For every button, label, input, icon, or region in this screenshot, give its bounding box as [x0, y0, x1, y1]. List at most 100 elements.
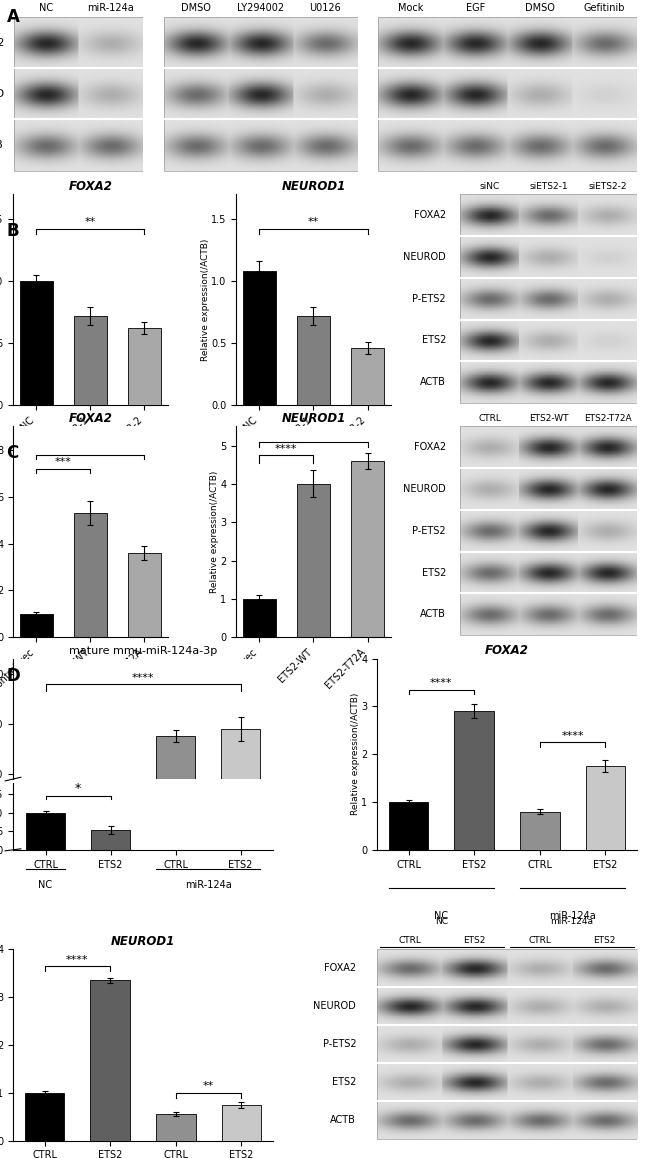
Y-axis label: Relative expression(/ACTB): Relative expression(/ACTB) [350, 692, 359, 815]
Bar [222, 1105, 261, 1141]
Title: FOXA2: FOXA2 [485, 644, 529, 658]
Text: FOXA2: FOXA2 [0, 38, 4, 47]
Bar [164, 17, 358, 68]
Text: U0126: U0126 [309, 3, 341, 13]
Text: ****: **** [66, 954, 88, 965]
Bar [20, 614, 53, 637]
Text: *: * [75, 782, 81, 796]
Text: FOXA2: FOXA2 [414, 442, 446, 453]
Text: NEUROD: NEUROD [403, 252, 446, 262]
Bar [156, 735, 195, 874]
Text: NEUROD: NEUROD [0, 89, 4, 98]
Bar [460, 236, 637, 278]
Title: NEUROD1: NEUROD1 [281, 181, 346, 193]
Title: FOXA2: FOXA2 [68, 412, 112, 425]
Text: NEUROD: NEUROD [403, 484, 446, 494]
Text: ETS2: ETS2 [463, 936, 486, 945]
Bar [74, 513, 107, 637]
Title: mature mmu-miR-124a-3p: mature mmu-miR-124a-3p [69, 646, 217, 657]
Text: D: D [6, 667, 20, 686]
Bar [377, 950, 637, 987]
Text: NEUROD: NEUROD [313, 1002, 356, 1011]
Text: NC: NC [40, 3, 53, 13]
Text: **: ** [84, 218, 96, 227]
Text: Mock: Mock [398, 3, 423, 13]
Text: P-ETS2: P-ETS2 [413, 526, 446, 536]
Bar [156, 1114, 196, 1141]
Bar [378, 68, 637, 119]
Bar [14, 17, 143, 68]
Bar [378, 17, 637, 68]
Bar [74, 316, 107, 405]
Bar [460, 195, 637, 236]
Text: ACTB: ACTB [0, 140, 4, 151]
Bar [377, 1063, 637, 1101]
Text: **: ** [307, 218, 319, 227]
Bar [91, 830, 130, 850]
Bar [14, 119, 143, 170]
Bar [14, 68, 143, 119]
Text: P-ETS2: P-ETS2 [322, 1039, 356, 1049]
Text: ****: **** [275, 444, 298, 454]
Y-axis label: Relative expression(/ACTB): Relative expression(/ACTB) [210, 470, 218, 593]
Text: ETS2: ETS2 [422, 336, 446, 345]
Text: Gefitinib: Gefitinib [584, 3, 625, 13]
Bar [460, 426, 637, 468]
Bar [243, 599, 276, 637]
Title: NEUROD1: NEUROD1 [111, 936, 175, 948]
Bar [460, 278, 637, 320]
Bar [221, 728, 260, 874]
Bar [128, 552, 161, 637]
Text: CTRL: CTRL [398, 936, 421, 945]
Text: NC: NC [38, 880, 53, 891]
Bar [377, 1101, 637, 1138]
Bar [377, 987, 637, 1025]
Text: B: B [6, 222, 19, 241]
Bar [520, 812, 560, 850]
Text: miR-124a: miR-124a [551, 917, 593, 925]
Text: LY294002: LY294002 [237, 3, 284, 13]
Bar [389, 802, 428, 850]
Text: siNC: siNC [480, 182, 500, 191]
Text: C: C [6, 444, 19, 462]
Bar [20, 281, 53, 405]
Text: CTRL: CTRL [528, 936, 551, 945]
Text: miR-124a: miR-124a [549, 911, 596, 921]
Text: ETS2-WT: ETS2-WT [529, 415, 568, 423]
Bar [243, 271, 276, 405]
Text: ****: **** [430, 679, 452, 688]
Bar [460, 551, 637, 593]
Bar [128, 328, 161, 405]
Bar [90, 981, 130, 1141]
Title: FOXA2: FOXA2 [68, 181, 112, 193]
Bar [460, 468, 637, 510]
Bar [460, 361, 637, 403]
Bar [164, 119, 358, 170]
Y-axis label: Relative expression(/ACTB): Relative expression(/ACTB) [201, 239, 209, 361]
Text: miR-124a: miR-124a [88, 3, 134, 13]
Bar [378, 119, 637, 170]
Text: ACTB: ACTB [330, 1115, 356, 1124]
Text: FOXA2: FOXA2 [324, 963, 356, 973]
Bar [25, 1093, 64, 1141]
Text: NC: NC [434, 911, 448, 921]
Text: miR-124a: miR-124a [185, 880, 231, 891]
Title: NEUROD1: NEUROD1 [281, 412, 346, 425]
Bar [460, 593, 637, 636]
Text: DMSO: DMSO [525, 3, 555, 13]
Text: EGF: EGF [465, 3, 485, 13]
Text: ****: **** [132, 673, 154, 682]
Text: A: A [6, 8, 20, 27]
Bar [377, 1025, 637, 1063]
Text: ETS2: ETS2 [332, 1077, 356, 1087]
Bar [351, 461, 383, 637]
Text: ACTB: ACTB [420, 609, 446, 620]
Text: siETS2-1: siETS2-1 [529, 182, 568, 191]
Text: DMSO: DMSO [181, 3, 211, 13]
Bar [460, 320, 637, 361]
Bar [297, 484, 330, 637]
Text: ETS2: ETS2 [593, 936, 616, 945]
Bar [351, 349, 383, 405]
Text: NC: NC [436, 917, 448, 925]
Text: ****: **** [562, 731, 584, 741]
